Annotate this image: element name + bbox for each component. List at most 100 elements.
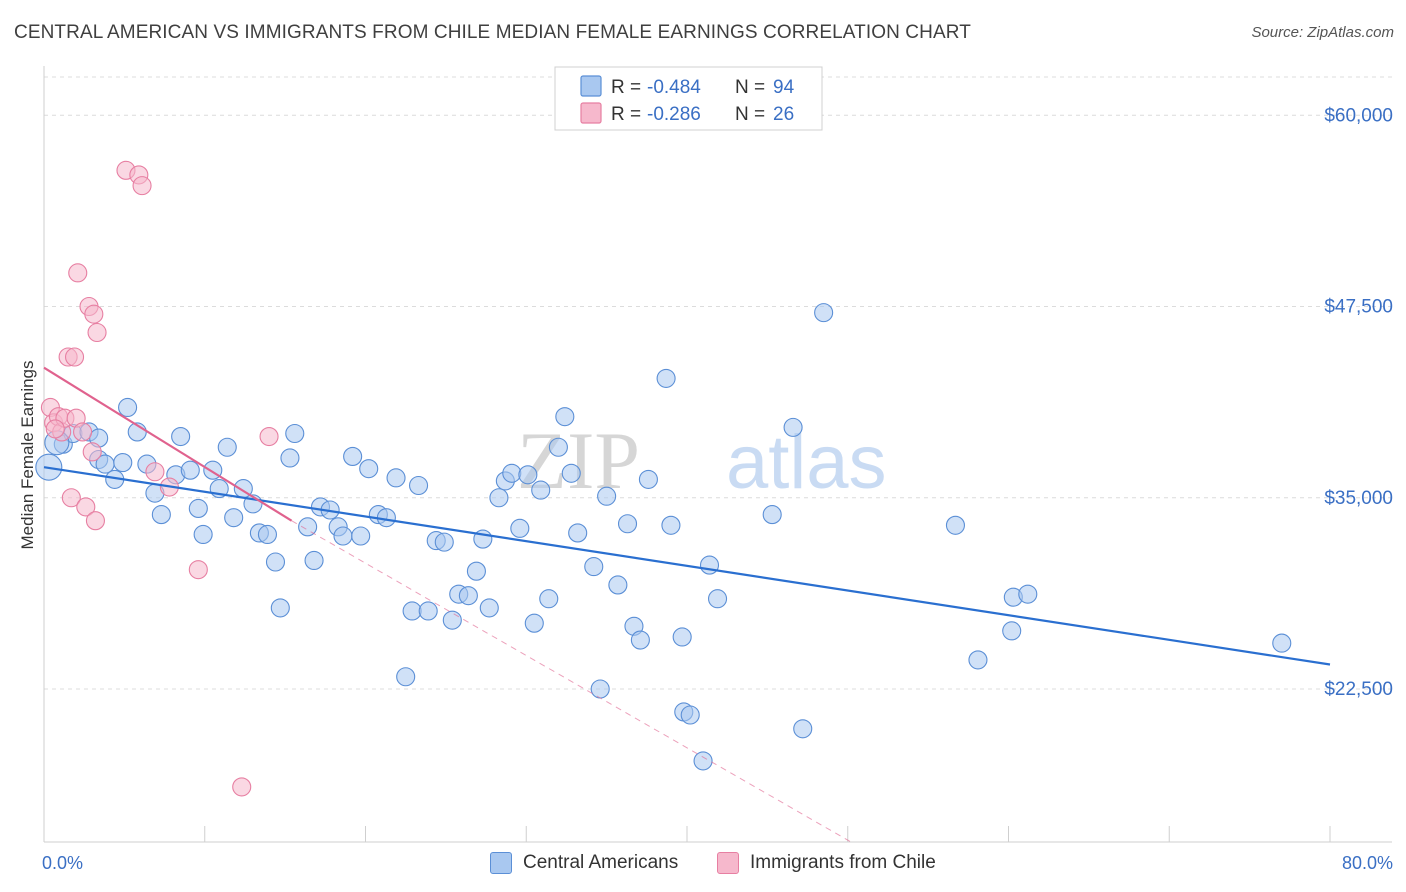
axes — [43, 66, 1392, 843]
point-central-americans — [568, 523, 588, 543]
point-central-americans — [304, 550, 324, 571]
point-central-americans — [224, 508, 244, 528]
x-tick-labels: 0.0% 80.0% — [42, 853, 1393, 873]
point-central-americans — [693, 751, 713, 771]
legend-n-label-2: N = — [735, 104, 765, 125]
legend-swatch-immigrants-from-chile — [717, 852, 739, 874]
legend-n-value-2: 26 — [773, 104, 794, 125]
point-immigrants-from-chile — [61, 488, 81, 508]
series-immigrants-from-chile — [40, 160, 279, 797]
legend-label-immigrants-from-chile: Immigrants from Chile — [750, 852, 936, 873]
point-central-americans — [672, 627, 692, 647]
point-central-americans — [285, 423, 305, 444]
watermark-atlas: atlas — [726, 420, 887, 505]
legend-item-immigrants-from-chile[interactable]: Immigrants from Chile — [717, 852, 936, 874]
legend-n-value-1: 94 — [773, 77, 795, 98]
point-central-americans — [699, 555, 720, 575]
point-central-americans — [1018, 584, 1038, 604]
point-central-americans — [762, 505, 782, 525]
y-tick-label: $35,000 — [1324, 488, 1393, 509]
point-central-americans — [180, 460, 200, 480]
point-central-americans — [524, 613, 544, 633]
y-tick-labels: $22,500 $35,000 $47,500 $60,000 — [1324, 105, 1393, 700]
legend-swatch-pink — [580, 102, 602, 124]
trend-extension-immigrants-from-chile — [291, 520, 852, 843]
point-central-americans — [217, 437, 237, 457]
point-immigrants-from-chile — [145, 462, 165, 482]
point-central-americans — [265, 552, 286, 572]
point-immigrants-from-chile — [84, 304, 104, 324]
point-immigrants-from-chile — [45, 419, 65, 439]
point-immigrants-from-chile — [259, 426, 279, 447]
point-central-americans — [257, 524, 277, 545]
point-central-americans — [597, 486, 617, 506]
legend-box: R = -0.484 N = 94 R = -0.286 N = 26 — [554, 66, 823, 131]
point-central-americans — [638, 469, 658, 489]
point-central-americans — [502, 463, 522, 483]
point-central-americans — [359, 459, 379, 479]
chart-source: Source: ZipAtlas.com — [1251, 24, 1394, 41]
point-immigrants-from-chile — [85, 511, 105, 531]
point-central-americans — [270, 598, 290, 618]
legend-label-central-americans: Central Americans — [523, 852, 679, 873]
point-central-americans — [434, 532, 454, 552]
point-immigrants-from-chile — [68, 263, 88, 283]
point-central-americans — [656, 368, 676, 388]
point-immigrants-from-chile — [73, 422, 93, 442]
y-tick-label: $47,500 — [1324, 297, 1393, 318]
point-central-americans — [402, 601, 422, 621]
point-immigrants-from-chile — [82, 442, 102, 462]
y-tick-label: $22,500 — [1324, 679, 1393, 700]
point-central-americans — [590, 679, 610, 699]
point-immigrants-from-chile — [232, 777, 252, 797]
point-central-americans — [968, 650, 988, 670]
point-central-americans — [783, 417, 803, 437]
point-immigrants-from-chile — [87, 322, 107, 343]
y-tick-label: $60,000 — [1324, 105, 1393, 126]
legend-r-label-1: R = — [611, 77, 641, 98]
chart-title: CENTRAL AMERICAN VS IMMIGRANTS FROM CHIL… — [14, 22, 971, 43]
point-central-americans — [333, 526, 353, 546]
bottom-legend: Central Americans Immigrants from Chile — [0, 850, 1406, 880]
point-central-americans — [510, 518, 530, 538]
legend-r-label-2: R = — [611, 104, 641, 125]
point-central-americans — [1272, 633, 1292, 653]
point-central-americans — [466, 561, 486, 581]
point-central-americans — [386, 468, 406, 488]
point-central-americans — [458, 586, 478, 606]
point-central-americans — [945, 515, 966, 535]
point-central-americans — [548, 437, 568, 457]
point-central-americans — [584, 557, 604, 577]
point-central-americans — [707, 589, 728, 609]
point-immigrants-from-chile — [188, 560, 208, 580]
point-central-americans — [343, 446, 363, 466]
point-central-americans — [188, 498, 208, 519]
point-central-americans — [442, 610, 462, 630]
point-central-americans — [531, 480, 551, 500]
point-central-americans — [408, 475, 429, 496]
y-axis-title: Median Female Earnings — [18, 361, 37, 550]
point-central-americans — [418, 601, 438, 621]
point-central-americans — [630, 630, 650, 650]
point-central-americans — [193, 524, 213, 545]
point-central-americans — [298, 517, 318, 537]
legend-r-value-2: -0.286 — [647, 104, 701, 125]
point-central-americans — [539, 589, 559, 609]
point-central-americans — [171, 426, 191, 447]
legend-item-central-americans[interactable]: Central Americans — [490, 852, 678, 874]
point-central-americans — [555, 407, 575, 427]
point-central-americans — [518, 465, 538, 485]
point-central-americans — [561, 463, 581, 483]
trend-line-immigrants-from-chile — [43, 366, 293, 522]
point-central-americans — [814, 303, 834, 323]
legend-r-value-1: -0.484 — [647, 77, 701, 98]
point-central-americans — [396, 667, 416, 687]
point-immigrants-from-chile — [64, 347, 85, 367]
point-central-americans — [1002, 621, 1022, 641]
point-central-americans — [617, 514, 638, 534]
x-tick-label-max: 80.0% — [1342, 853, 1393, 873]
point-central-americans — [118, 397, 138, 418]
x-tick-label-min: 0.0% — [42, 853, 83, 873]
zipatlas-watermark: ZIP atlas — [517, 415, 887, 506]
